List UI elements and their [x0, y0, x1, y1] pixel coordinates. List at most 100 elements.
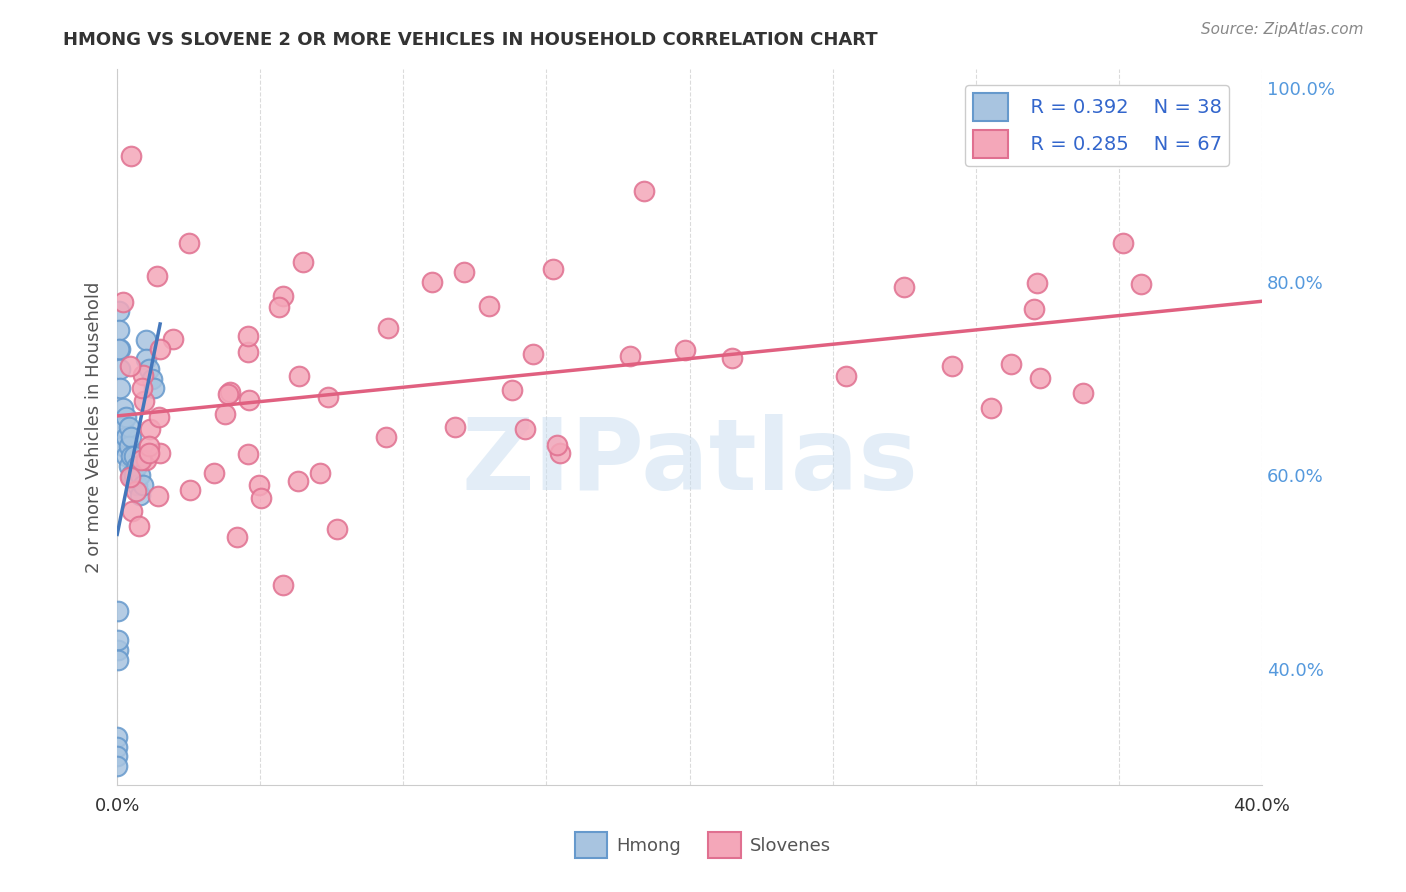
Text: Source: ZipAtlas.com: Source: ZipAtlas.com	[1201, 22, 1364, 37]
Point	[127, 458, 149, 473]
Point	[1000, 357, 1022, 371]
Point	[179, 483, 201, 498]
Point	[124, 468, 146, 483]
Point	[107, 642, 129, 657]
Point	[111, 439, 134, 453]
Point	[236, 329, 259, 343]
Point	[128, 519, 150, 533]
Point	[132, 368, 155, 382]
Point	[129, 488, 152, 502]
Point	[541, 262, 564, 277]
Point	[131, 453, 153, 467]
Legend: Hmong, Slovenes: Hmong, Slovenes	[568, 825, 838, 865]
Point	[721, 351, 744, 365]
Point	[292, 255, 315, 269]
Point	[444, 420, 467, 434]
Point	[673, 343, 696, 357]
Point	[1129, 277, 1152, 291]
Point	[478, 299, 501, 313]
Point	[146, 489, 169, 503]
Point	[177, 235, 200, 250]
Point	[107, 604, 129, 618]
Point	[236, 344, 259, 359]
Point	[107, 759, 129, 773]
Point	[377, 321, 399, 335]
Point	[217, 386, 239, 401]
Point	[107, 323, 129, 337]
Point	[146, 269, 169, 284]
Point	[132, 394, 155, 409]
Point	[1071, 385, 1094, 400]
Point	[238, 447, 260, 461]
Point	[271, 577, 294, 591]
Point	[141, 371, 163, 385]
Point	[139, 422, 162, 436]
Point	[135, 352, 157, 367]
Point	[202, 466, 225, 480]
Point	[129, 468, 152, 483]
Point	[287, 474, 309, 488]
Point	[149, 342, 172, 356]
Point	[117, 420, 139, 434]
Point	[325, 522, 347, 536]
Point	[273, 288, 295, 302]
Point	[138, 446, 160, 460]
Point	[214, 407, 236, 421]
Point	[107, 633, 129, 648]
Point	[111, 401, 134, 415]
Point	[941, 359, 963, 373]
Point	[138, 362, 160, 376]
Point	[225, 530, 247, 544]
Point	[121, 504, 143, 518]
Point	[114, 449, 136, 463]
Point	[550, 445, 572, 459]
Y-axis label: 2 or more Vehicles in Household: 2 or more Vehicles in Household	[86, 281, 103, 573]
Point	[288, 368, 311, 383]
Point	[108, 362, 131, 376]
Point	[1029, 370, 1052, 384]
Point	[135, 333, 157, 347]
Point	[1026, 276, 1049, 290]
Point	[269, 300, 291, 314]
Point	[218, 384, 240, 399]
Point	[117, 439, 139, 453]
Point	[117, 458, 139, 473]
Point	[546, 438, 568, 452]
Point	[131, 381, 153, 395]
Point	[148, 410, 170, 425]
Point	[149, 446, 172, 460]
Point	[107, 749, 129, 764]
Legend:   R = 0.392    N = 38,   R = 0.285    N = 67: R = 0.392 N = 38, R = 0.285 N = 67	[965, 86, 1229, 166]
Point	[143, 381, 166, 395]
Point	[1024, 302, 1046, 317]
Point	[121, 430, 143, 444]
Point	[107, 652, 129, 666]
Point	[238, 393, 260, 408]
Point	[112, 295, 135, 310]
Point	[316, 391, 339, 405]
Point	[118, 359, 141, 373]
Point	[114, 430, 136, 444]
Point	[138, 439, 160, 453]
Point	[453, 265, 475, 279]
Point	[114, 410, 136, 425]
Point	[121, 468, 143, 483]
Point	[522, 347, 544, 361]
Point	[893, 280, 915, 294]
Point	[111, 420, 134, 434]
Point	[107, 303, 129, 318]
Point	[619, 349, 641, 363]
Point	[1112, 236, 1135, 251]
Point	[249, 491, 271, 505]
Point	[107, 730, 129, 744]
Point	[980, 401, 1002, 415]
Point	[127, 478, 149, 492]
Point	[162, 332, 184, 346]
Point	[118, 470, 141, 484]
Point	[124, 483, 146, 498]
Point	[121, 449, 143, 463]
Point	[124, 449, 146, 463]
Point	[247, 477, 270, 491]
Point	[132, 478, 155, 492]
Point	[374, 430, 396, 444]
